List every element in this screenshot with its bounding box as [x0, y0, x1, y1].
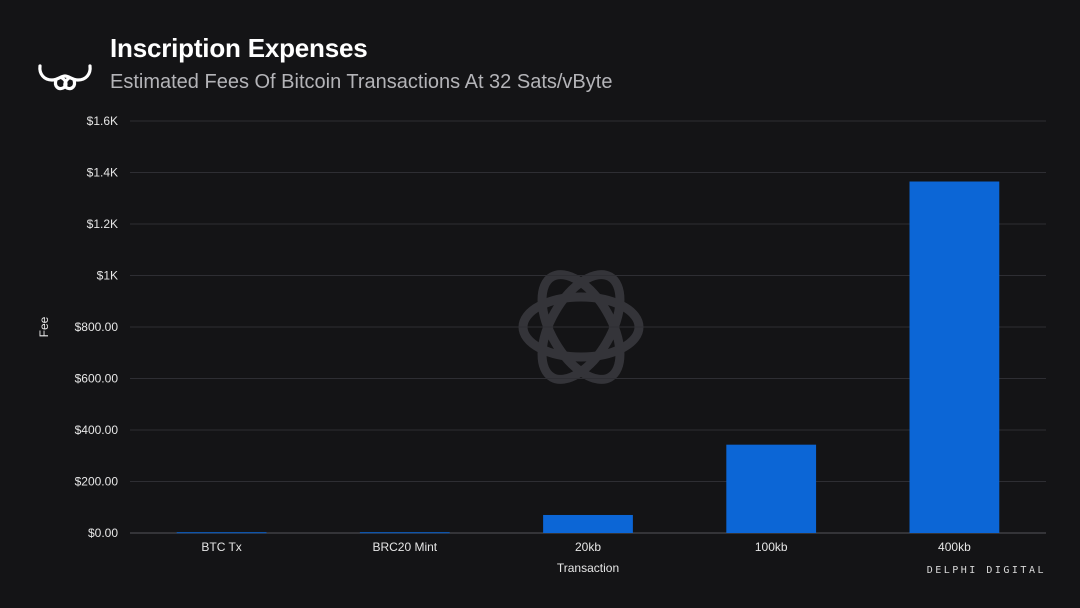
y-tick-label: $400.00 — [75, 423, 119, 437]
y-tick-label: $800.00 — [75, 320, 119, 334]
y-tick-label: $1.4K — [87, 166, 118, 180]
y-tick-label: $1K — [97, 269, 118, 283]
x-tick-label: BRC20 Mint — [372, 540, 437, 554]
bar — [176, 532, 267, 534]
x-axis-title: Transaction — [557, 561, 619, 575]
bar — [726, 444, 817, 533]
y-axis-title: Fee — [37, 316, 51, 337]
x-tick-label: BTC Tx — [201, 540, 241, 554]
y-tick-label: $1.2K — [87, 217, 118, 231]
chart-title: Inscription Expenses — [110, 33, 368, 63]
x-tick-label: 400kb — [938, 540, 971, 554]
y-tick-label: $200.00 — [75, 475, 119, 489]
chart-subtitle: Estimated Fees Of Bitcoin Transactions A… — [110, 71, 613, 93]
bar — [543, 514, 633, 533]
bar — [359, 532, 450, 534]
bar — [909, 181, 1000, 533]
x-tick-label: 20kb — [575, 540, 601, 554]
y-tick-label: $1.6K — [87, 114, 118, 128]
y-tick-label: $600.00 — [75, 372, 119, 386]
x-tick-label: 100kb — [755, 540, 788, 554]
y-tick-label: $0.00 — [88, 526, 118, 540]
brand-wordmark: DELPHI DIGITAL — [926, 565, 1046, 576]
delphi-horns-logo-icon — [38, 64, 92, 91]
